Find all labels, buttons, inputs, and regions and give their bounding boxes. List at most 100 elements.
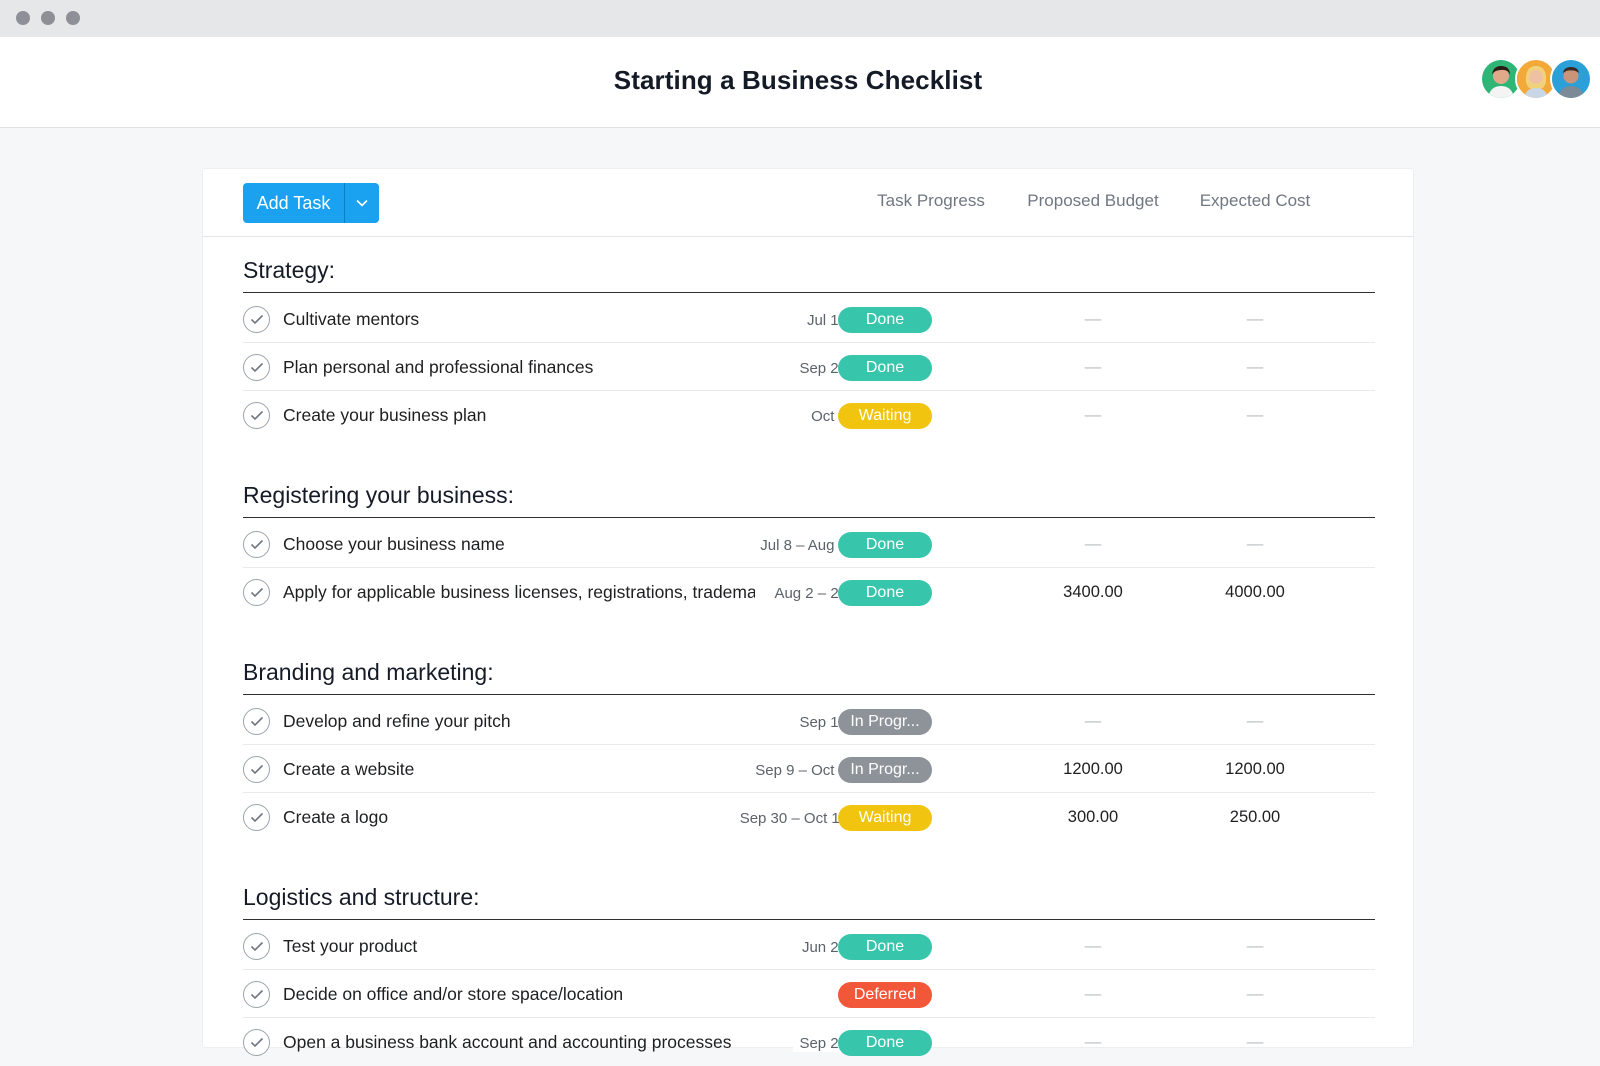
- task-name[interactable]: Create your business plan: [283, 405, 487, 425]
- proposed-budget-cell[interactable]: —: [1084, 358, 1102, 376]
- task-name[interactable]: Plan personal and professional finances: [283, 357, 594, 377]
- complete-task-checkbox[interactable]: [243, 708, 270, 735]
- task-due-date[interactable]: Jun 21: [795, 939, 847, 956]
- task-row[interactable]: Choose your business name Jul 8 – Aug 2 Do…: [243, 520, 1375, 568]
- task-row[interactable]: Create a logo Sep 30 – Oct 11 Waiting 300.0…: [243, 793, 1375, 841]
- proposed-budget-cell[interactable]: —: [1084, 535, 1102, 553]
- complete-task-checkbox[interactable]: [243, 981, 270, 1008]
- proposed-budget-cell[interactable]: 300.00: [1067, 808, 1119, 826]
- expected-cost-cell[interactable]: —: [1246, 712, 1264, 730]
- expected-cost-cell[interactable]: —: [1246, 358, 1264, 376]
- status-badge[interactable]: In Progr...: [838, 709, 932, 735]
- window-titlebar: [0, 0, 1600, 37]
- proposed-budget-cell[interactable]: 1200.00: [1063, 760, 1123, 778]
- expected-cost-cell[interactable]: 4000.00: [1225, 583, 1285, 601]
- chevron-down-icon: [356, 199, 368, 207]
- complete-task-checkbox[interactable]: [243, 579, 270, 606]
- complete-task-checkbox[interactable]: [243, 1029, 270, 1056]
- task-due-date[interactable]: Jul 18: [800, 312, 847, 329]
- expected-cost-cell[interactable]: —: [1246, 406, 1264, 424]
- section-title: Logistics and structure:: [243, 884, 480, 910]
- section-header[interactable]: Branding and marketing:: [243, 639, 1375, 695]
- proposed-budget-cell[interactable]: 3400.00: [1063, 583, 1123, 601]
- task-row[interactable]: Open a business bank account and account…: [243, 1018, 1375, 1066]
- complete-task-checkbox[interactable]: [243, 756, 270, 783]
- page-title: Starting a Business Checklist: [613, 65, 983, 95]
- avatar[interactable]: [1515, 58, 1557, 100]
- expected-cost-cell[interactable]: —: [1246, 535, 1264, 553]
- complete-task-checkbox[interactable]: [243, 804, 270, 831]
- avatar[interactable]: [1480, 58, 1522, 100]
- task-row[interactable]: Apply for applicable business licenses, …: [243, 568, 1375, 616]
- proposed-budget-cell[interactable]: —: [1084, 937, 1102, 955]
- expected-cost-cell[interactable]: —: [1246, 985, 1264, 1003]
- expected-cost-cell[interactable]: —: [1246, 937, 1264, 955]
- proposed-budget-cell[interactable]: —: [1084, 712, 1102, 730]
- expected-cost-cell[interactable]: 1200.00: [1225, 760, 1285, 778]
- task-name[interactable]: Create a logo: [283, 807, 389, 827]
- proposed-budget-cell[interactable]: —: [1084, 1033, 1102, 1051]
- task-name[interactable]: Choose your business name: [283, 534, 505, 554]
- status-badge[interactable]: Deferred: [838, 982, 932, 1008]
- window-minimize-button[interactable]: [41, 11, 55, 25]
- task-row[interactable]: Create your business plan Oct 4 Waiting — —: [243, 391, 1375, 439]
- avatar[interactable]: [1550, 58, 1592, 100]
- task-due-date[interactable]: Aug 2 – 23: [768, 585, 847, 602]
- task-row[interactable]: Decide on office and/or store space/loca…: [243, 970, 1375, 1018]
- section-header[interactable]: Strategy:: [243, 237, 1375, 293]
- add-task-dropdown[interactable]: [345, 183, 379, 223]
- task-name[interactable]: Decide on office and/or store space/loca…: [283, 984, 624, 1004]
- column-header-task-progress[interactable]: Task Progress: [877, 191, 985, 210]
- task-row[interactable]: Test your product Jun 21 Done — —: [243, 922, 1375, 970]
- task-name[interactable]: Create a website: [283, 759, 415, 779]
- check-icon: [250, 989, 263, 1000]
- check-icon: [250, 362, 263, 373]
- column-header-proposed-budget[interactable]: Proposed Budget: [1027, 191, 1159, 210]
- proposed-budget-cell[interactable]: —: [1084, 310, 1102, 328]
- task-name[interactable]: Apply for applicable business licenses, …: [283, 582, 755, 602]
- section-header[interactable]: Registering your business:: [243, 462, 1375, 518]
- complete-task-checkbox[interactable]: [243, 354, 270, 381]
- add-task-button[interactable]: Add Task: [243, 183, 344, 223]
- section-title: Branding and marketing:: [243, 659, 494, 685]
- page-header: Starting a Business Checklist: [0, 37, 1600, 128]
- section-header[interactable]: Logistics and structure:: [243, 864, 1375, 920]
- task-name[interactable]: Develop and refine your pitch: [283, 711, 511, 731]
- status-badge[interactable]: Waiting: [838, 403, 932, 429]
- task-name[interactable]: Cultivate mentors: [283, 309, 420, 329]
- complete-task-checkbox[interactable]: [243, 306, 270, 333]
- status-badge[interactable]: Waiting: [838, 805, 932, 831]
- status-badge[interactable]: Done: [838, 532, 932, 558]
- status-badge[interactable]: Done: [838, 580, 932, 606]
- task-due-date[interactable]: Sep 9 – Oct 4: [749, 762, 847, 779]
- expected-cost-cell[interactable]: —: [1246, 310, 1264, 328]
- status-badge[interactable]: Done: [838, 1030, 932, 1056]
- task-row[interactable]: Develop and refine your pitch Sep 13 In Pr…: [243, 697, 1375, 745]
- task-row[interactable]: Cultivate mentors Jul 18 Done — —: [243, 295, 1375, 343]
- expected-cost-cell[interactable]: 250.00: [1229, 808, 1281, 826]
- task-due-date[interactable]: Sep 13: [793, 714, 847, 731]
- task-row[interactable]: Plan personal and professional finances S…: [243, 343, 1375, 391]
- proposed-budget-cell[interactable]: —: [1084, 406, 1102, 424]
- status-badge[interactable]: Done: [838, 934, 932, 960]
- task-due-date[interactable]: Sep 24: [793, 360, 847, 377]
- proposed-budget-cell[interactable]: —: [1084, 985, 1102, 1003]
- task-name[interactable]: Test your product: [283, 936, 418, 956]
- column-header-expected-cost[interactable]: Expected Cost: [1199, 191, 1311, 210]
- complete-task-checkbox[interactable]: [243, 933, 270, 960]
- task-row[interactable]: Create a website Sep 9 – Oct 4 In Progr...…: [243, 745, 1375, 793]
- split-divider: [344, 183, 345, 223]
- complete-task-checkbox[interactable]: [243, 402, 270, 429]
- task-due-date[interactable]: Jul 8 – Aug 2: [754, 537, 847, 554]
- status-badge[interactable]: Done: [838, 307, 932, 333]
- expected-cost-cell[interactable]: —: [1246, 1033, 1264, 1051]
- check-icon: [250, 587, 263, 598]
- window-close-button[interactable]: [16, 11, 30, 25]
- status-badge[interactable]: Done: [838, 355, 932, 381]
- status-badge[interactable]: In Progr...: [838, 757, 932, 783]
- check-icon: [250, 410, 263, 421]
- task-name[interactable]: Open a business bank account and account…: [283, 1032, 732, 1052]
- complete-task-checkbox[interactable]: [243, 531, 270, 558]
- window-zoom-button[interactable]: [66, 11, 80, 25]
- task-due-date[interactable]: Sep 30 – Oct 11: [733, 810, 847, 827]
